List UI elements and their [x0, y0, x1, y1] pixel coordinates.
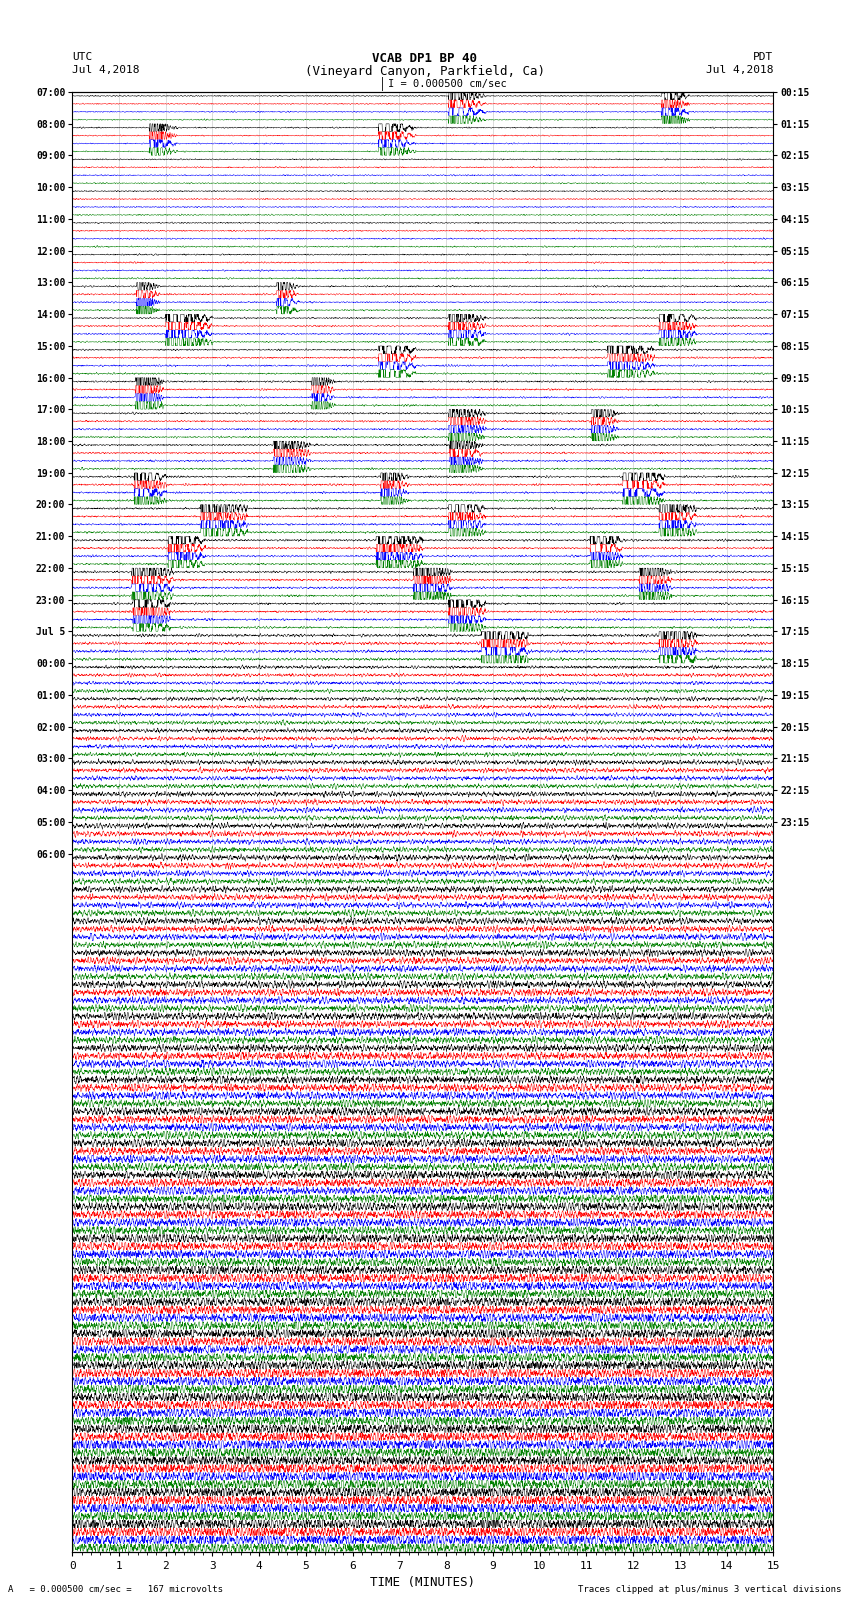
Text: A   = 0.000500 cm/sec =   167 microvolts: A = 0.000500 cm/sec = 167 microvolts — [8, 1584, 224, 1594]
Text: I = 0.000500 cm/sec: I = 0.000500 cm/sec — [388, 79, 507, 89]
Text: (Vineyard Canyon, Parkfield, Ca): (Vineyard Canyon, Parkfield, Ca) — [305, 65, 545, 77]
Text: Jul 4,2018: Jul 4,2018 — [706, 65, 774, 74]
X-axis label: TIME (MINUTES): TIME (MINUTES) — [371, 1576, 475, 1589]
Text: UTC: UTC — [72, 52, 93, 61]
Text: VCAB DP1 BP 40: VCAB DP1 BP 40 — [372, 52, 478, 65]
Text: Jul 4,2018: Jul 4,2018 — [72, 65, 139, 74]
Text: Traces clipped at plus/minus 3 vertical divisions: Traces clipped at plus/minus 3 vertical … — [578, 1584, 842, 1594]
Text: PDT: PDT — [753, 52, 774, 61]
